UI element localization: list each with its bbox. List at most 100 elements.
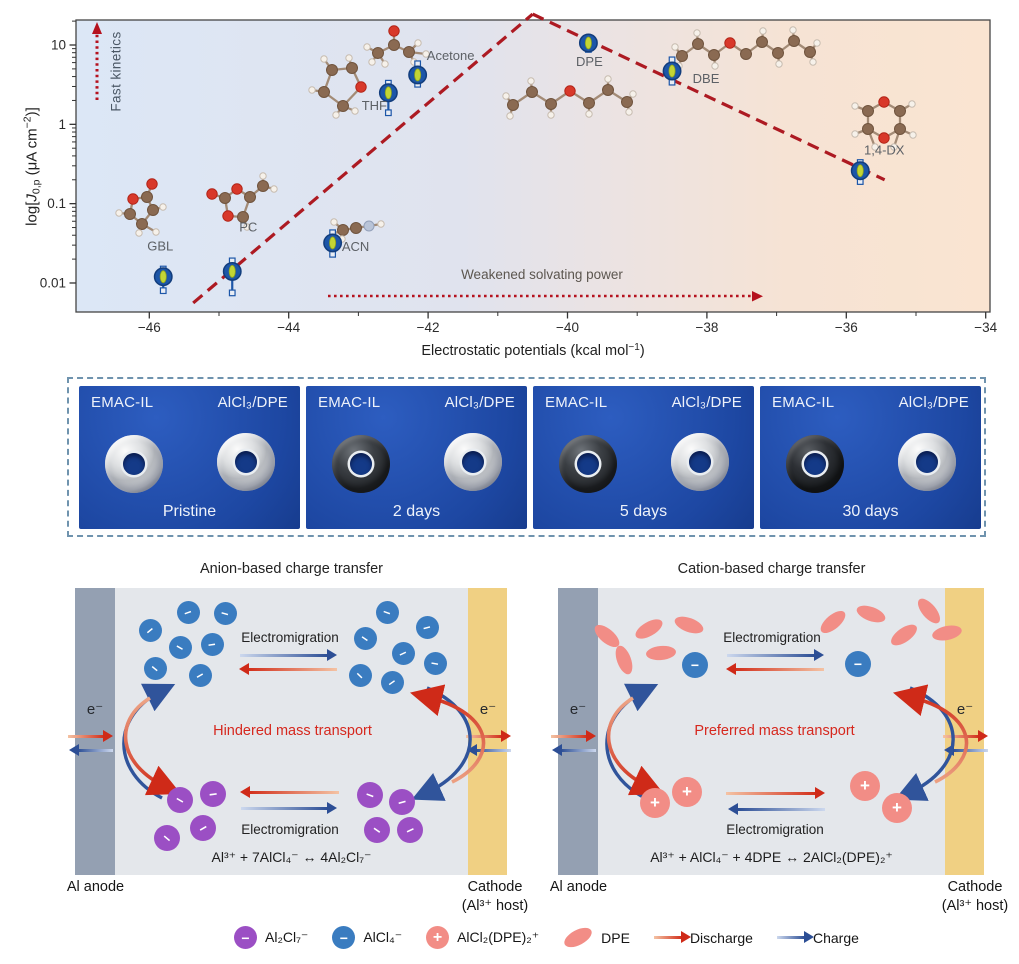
- electromigration-label: Electromigration: [726, 822, 824, 837]
- anion-symbol: −: [241, 929, 250, 946]
- x-tick-label: −40: [556, 320, 579, 335]
- legend-label: DPE: [601, 929, 630, 946]
- alcl4-anion: −: [682, 652, 708, 678]
- ion-symbol: −: [396, 644, 410, 662]
- ion-symbol: −: [363, 786, 377, 804]
- alcl4-anion: −: [845, 651, 871, 677]
- al2cl7-anion: −: [397, 817, 423, 843]
- data-point-1,4-DX: [850, 159, 870, 185]
- y-tick-label: 10: [51, 38, 66, 53]
- trend-line: [192, 12, 534, 305]
- preferred-mass-transport-label: Preferred mass transport: [694, 723, 855, 739]
- x-axis-label-text: Electrostatic potentials (kcal mol: [421, 343, 629, 359]
- ion-symbol: −: [380, 603, 394, 621]
- washer-emac-il: [332, 435, 390, 493]
- point-label-PC: PC: [239, 219, 257, 234]
- point-label-DBE: DBE: [693, 71, 720, 86]
- point-label-THF: THF: [362, 98, 387, 113]
- electromigration-label: Electromigration: [241, 822, 339, 837]
- x-axis-close: ): [639, 343, 645, 359]
- al2cl7-anion: −: [190, 815, 216, 841]
- y-axis-unit: (μA cm: [23, 128, 41, 180]
- ion-symbol: −: [207, 785, 219, 803]
- x-tick-label: −36: [835, 320, 858, 335]
- alcl4-anion-icon: −: [332, 926, 356, 949]
- cathode-label-line1: Cathode: [947, 879, 1003, 895]
- electron-label: e⁻: [479, 701, 497, 718]
- y-axis-label-prefix: log[: [23, 201, 41, 226]
- electromigration-discharge-arrow: [726, 787, 825, 799]
- ion-symbol: −: [369, 821, 385, 839]
- ion-symbol: −: [853, 656, 863, 672]
- electromigration-discharge-arrow: [726, 663, 824, 675]
- charge-arrow-icon: [776, 931, 814, 943]
- alcl2dpe2-cation: +: [882, 793, 912, 823]
- alcl4-anion: −: [380, 670, 404, 694]
- ion-symbol: +: [860, 776, 870, 795]
- electromigration-discharge-arrow: [239, 663, 337, 675]
- ion-symbol: −: [181, 603, 195, 621]
- y-axis-subscript: 0,p: [30, 179, 43, 195]
- washer-emac-il: [786, 435, 844, 493]
- photo-left-label: EMAC-IL: [772, 394, 835, 411]
- photo-2-days: EMAC-IL AlCl₃/DPE 2 days: [306, 386, 527, 529]
- photo-right-label: AlCl₃/DPE: [898, 394, 969, 411]
- ion-symbol: −: [207, 636, 217, 652]
- data-point-GBL: [153, 265, 173, 295]
- alcl2dpe2-cation: +: [640, 788, 670, 818]
- alcl2dpe2-cation: +: [850, 771, 880, 801]
- ion-symbol: −: [395, 793, 409, 811]
- cation-diagram-title: Cation-based charge transfer: [677, 561, 866, 577]
- alcl4-anion: −: [143, 656, 167, 680]
- cathode-label-line1: Cathode: [467, 879, 523, 895]
- weakened-solvating-annotation: Weakened solvating power: [461, 267, 623, 282]
- data-point-Acetone: [408, 60, 428, 88]
- al2cl7-anion: −: [167, 787, 193, 813]
- washer-alcl3-dpe: [444, 433, 502, 491]
- anion-equilibrium-formula: Al³⁺ + 7AlCl₄⁻ ↔ 4Al₂Cl₇⁻: [211, 849, 372, 865]
- electron-flow-discharge-arrow: [551, 730, 596, 742]
- legend: − Al₂Cl₇⁻ − AlCl₄⁻ + AlCl₂(DPE)₂⁺ DPE Di…: [234, 923, 859, 952]
- ion-symbol: −: [172, 791, 188, 809]
- legend-item-al2cl7: − Al₂Cl₇⁻: [234, 926, 308, 949]
- point-label-1,4-DX: 1,4-DX: [864, 143, 905, 158]
- al2cl7-anion: −: [389, 789, 415, 815]
- electron-flow-charge-arrow: [69, 744, 113, 756]
- ion-symbol: −: [421, 618, 433, 636]
- data-point-ACN: [323, 229, 343, 258]
- y-tick-label: 0.01: [40, 275, 66, 290]
- cathode-electrode: [468, 588, 507, 875]
- electron-flow-discharge-arrow: [943, 730, 988, 742]
- ion-symbol: −: [219, 604, 231, 622]
- thf-molecule: [308, 54, 367, 119]
- legend-label: Charge: [812, 929, 859, 946]
- ion-symbol: −: [192, 666, 208, 684]
- ion-symbol: −: [158, 829, 176, 847]
- legend-item-alcl4: − AlCl₄⁻: [332, 926, 402, 949]
- discharge-arrow-icon: [653, 931, 691, 943]
- legend-item-dpe: DPE: [561, 923, 630, 952]
- acetone-molecule: [363, 25, 430, 68]
- photo-right-label: AlCl₃/DPE: [217, 394, 288, 411]
- electromigration-label: Electromigration: [241, 630, 339, 645]
- anion-symbol: −: [339, 929, 348, 946]
- electromigration-charge-arrow: [728, 803, 825, 815]
- al2cl7-anion-icon: −: [234, 926, 257, 949]
- photo-left-label: EMAC-IL: [91, 394, 154, 411]
- alcl4-anion: −: [375, 600, 399, 624]
- point-label-DPE: DPE: [576, 54, 603, 69]
- data-point-PC: [222, 257, 242, 297]
- photo-left-label: EMAC-IL: [318, 394, 381, 411]
- photo-left-label: EMAC-IL: [545, 394, 608, 411]
- ion-symbol: +: [682, 782, 692, 801]
- electromigration-charge-arrow: [727, 649, 824, 661]
- cation-symbol: +: [432, 928, 443, 946]
- al2cl7-anion: −: [357, 782, 383, 808]
- legend-label: Discharge: [689, 929, 753, 946]
- ion-symbol: −: [690, 657, 700, 673]
- hindered-mass-transport-label: Hindered mass transport: [213, 723, 372, 739]
- anion-diagram-title: Anion-based charge transfer: [200, 561, 383, 577]
- photo-5-days: EMAC-IL AlCl₃/DPE 5 days: [533, 386, 754, 529]
- legend-item-alcl2dpe2: + AlCl₂(DPE)₂⁺: [426, 926, 539, 949]
- pc-molecule: [206, 172, 278, 231]
